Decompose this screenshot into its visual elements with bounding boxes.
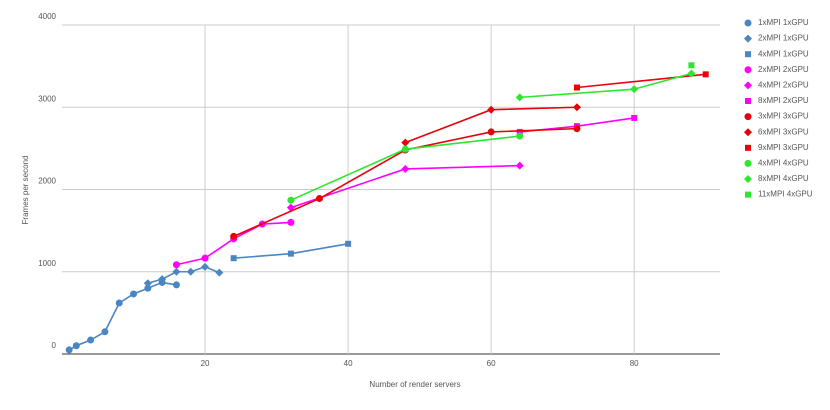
data-point	[186, 267, 195, 276]
data-point	[688, 62, 695, 69]
data-point	[515, 93, 524, 102]
y-tick-label: 1000	[38, 259, 56, 268]
data-point	[215, 268, 224, 277]
legend-swatch	[744, 128, 752, 137]
data-point	[230, 232, 238, 240]
legend-swatch	[744, 159, 752, 167]
legend-swatch	[745, 98, 751, 104]
data-point	[230, 255, 237, 262]
y-tick-label: 4000	[38, 12, 56, 21]
legend-swatch	[745, 51, 751, 58]
legend-swatch	[745, 144, 751, 151]
legend-label: 9xMPI 3xGPU	[758, 143, 809, 152]
data-point	[287, 250, 294, 257]
data-point	[516, 128, 523, 135]
legend-label: 3xMPI 3xGPU	[758, 112, 809, 121]
data-point	[401, 145, 409, 153]
data-point	[172, 267, 181, 276]
legend-label: 2xMPI 2xGPU	[758, 65, 809, 74]
data-point	[158, 275, 167, 284]
series-line	[519, 72, 692, 99]
data-point	[172, 281, 180, 289]
data-point	[144, 284, 152, 292]
legend-swatch	[744, 175, 752, 183]
y-axis-label: Frames per second	[21, 156, 30, 225]
data-point	[143, 279, 152, 288]
legend-label: 4xMPI 2xGPU	[758, 81, 809, 90]
data-point	[287, 218, 295, 226]
series-line	[147, 265, 220, 285]
legend-label: 4xMPI 1xGPU	[758, 49, 809, 58]
data-point	[87, 336, 95, 344]
series-line	[576, 73, 706, 89]
legend-label: 4xMPI 4xGPU	[758, 159, 809, 168]
x-tick-label: 20	[201, 359, 210, 368]
data-point	[572, 103, 581, 112]
x-tick-label: 40	[344, 359, 353, 368]
y-tick-label: 3000	[38, 94, 56, 103]
legend-label: 11xMPI 4xGPU	[758, 190, 813, 199]
data-point	[101, 328, 109, 336]
legend-swatch	[744, 34, 752, 43]
data-point	[573, 84, 580, 91]
data-point	[130, 290, 138, 298]
legend-label: 1xMPI 1xGPU	[758, 18, 809, 27]
data-point	[516, 132, 524, 140]
series-line	[68, 281, 177, 351]
data-point	[630, 85, 639, 94]
data-point	[287, 196, 295, 204]
data-point	[115, 299, 123, 307]
legend-swatch	[744, 19, 752, 27]
legend-label: 6xMPI 3xGPU	[758, 127, 809, 136]
data-point	[702, 71, 709, 78]
legend-label: 8xMPI 2xGPU	[758, 96, 809, 105]
legend-label: 8xMPI 4xGPU	[758, 174, 809, 183]
data-point	[315, 195, 323, 203]
data-point	[201, 262, 210, 271]
legend-swatch	[745, 191, 751, 198]
data-point	[401, 164, 410, 173]
legend-label: 2xMPI 1xGPU	[758, 34, 809, 43]
x-tick-label: 60	[487, 359, 496, 368]
data-point	[515, 161, 524, 170]
data-point	[201, 254, 209, 262]
data-point	[573, 125, 581, 133]
x-axis-label: Number of render servers	[369, 380, 460, 389]
y-tick-label: 0	[52, 341, 57, 350]
data-point	[631, 114, 638, 121]
data-point	[65, 346, 73, 354]
data-point	[487, 105, 496, 114]
data-point	[172, 261, 180, 269]
legend-swatch	[744, 66, 752, 74]
legend-swatch	[744, 81, 752, 90]
data-point	[345, 240, 352, 247]
legend-swatch	[744, 113, 752, 121]
x-tick-label: 80	[630, 359, 639, 368]
data-point	[487, 128, 495, 136]
data-point	[687, 69, 696, 78]
y-tick-label: 2000	[38, 177, 56, 186]
data-point	[401, 138, 410, 147]
data-point	[72, 342, 80, 350]
